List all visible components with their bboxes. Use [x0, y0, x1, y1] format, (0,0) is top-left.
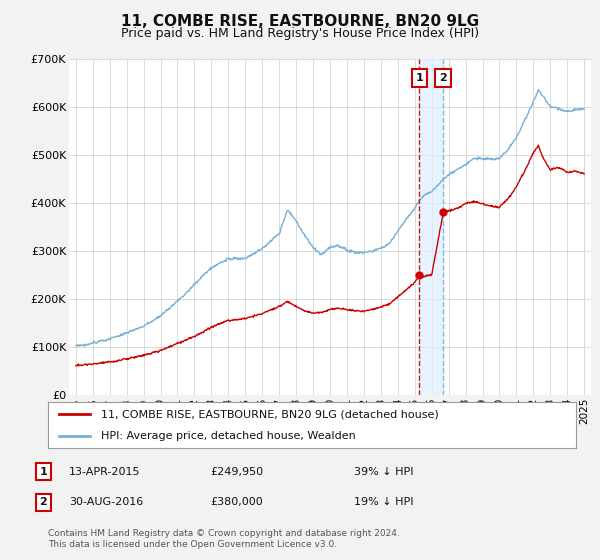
Text: £249,950: £249,950 — [210, 466, 263, 477]
Text: 39% ↓ HPI: 39% ↓ HPI — [354, 466, 413, 477]
Text: 13-APR-2015: 13-APR-2015 — [69, 466, 140, 477]
Text: Contains HM Land Registry data © Crown copyright and database right 2024.
This d: Contains HM Land Registry data © Crown c… — [48, 529, 400, 549]
Text: 19% ↓ HPI: 19% ↓ HPI — [354, 497, 413, 507]
Text: 30-AUG-2016: 30-AUG-2016 — [69, 497, 143, 507]
Text: 11, COMBE RISE, EASTBOURNE, BN20 9LG (detached house): 11, COMBE RISE, EASTBOURNE, BN20 9LG (de… — [101, 409, 439, 419]
Text: £380,000: £380,000 — [210, 497, 263, 507]
Text: Price paid vs. HM Land Registry's House Price Index (HPI): Price paid vs. HM Land Registry's House … — [121, 27, 479, 40]
Text: 1: 1 — [416, 73, 424, 83]
Text: 1: 1 — [40, 466, 47, 477]
Text: HPI: Average price, detached house, Wealden: HPI: Average price, detached house, Weal… — [101, 431, 356, 441]
Text: 11, COMBE RISE, EASTBOURNE, BN20 9LG: 11, COMBE RISE, EASTBOURNE, BN20 9LG — [121, 14, 479, 29]
Text: 2: 2 — [40, 497, 47, 507]
Bar — [419, 59, 443, 395]
Text: 2: 2 — [439, 73, 447, 83]
